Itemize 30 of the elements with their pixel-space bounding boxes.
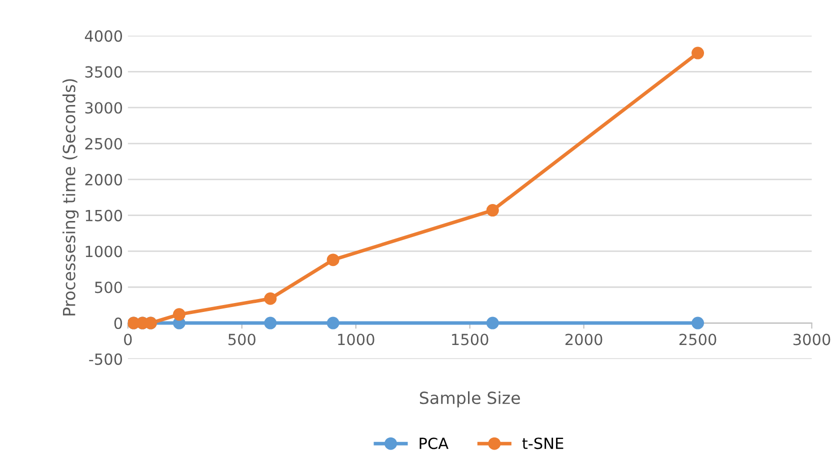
y-tick-label: 500 bbox=[95, 282, 122, 294]
y-tick-label: 1000 bbox=[86, 246, 122, 258]
legend-label: PCA bbox=[420, 438, 448, 450]
y-axis-title: Processesing time (Seconds) bbox=[62, 79, 79, 316]
y-tick-label: -500 bbox=[89, 353, 122, 365]
point bbox=[172, 308, 186, 321]
y-tick-label: 2500 bbox=[85, 138, 122, 150]
point bbox=[486, 204, 499, 217]
y-tick-label: 3000 bbox=[85, 102, 122, 114]
y-tick-label: 2000 bbox=[85, 174, 122, 186]
x-tick-label: 2500 bbox=[679, 334, 716, 346]
x-tick-label: 500 bbox=[228, 334, 256, 346]
x-tick-label: 0 bbox=[124, 334, 132, 346]
point bbox=[692, 46, 704, 60]
y-tick-label: 4000 bbox=[84, 30, 122, 42]
legend-label: t-SNE bbox=[522, 438, 564, 450]
y-tick-label: 3500 bbox=[85, 66, 122, 78]
point bbox=[326, 254, 340, 266]
x-tick-label: 2000 bbox=[565, 334, 602, 346]
x-tick-label: 1500 bbox=[452, 334, 488, 346]
point bbox=[486, 316, 499, 330]
point bbox=[264, 292, 277, 305]
x-axis-title: Sample Size bbox=[420, 391, 520, 408]
x-tick-label: 3000 bbox=[793, 334, 830, 346]
x-tick-label: 1000 bbox=[338, 334, 374, 346]
point bbox=[264, 316, 277, 330]
y-tick-label: 0 bbox=[114, 318, 122, 330]
point bbox=[692, 316, 704, 330]
point bbox=[326, 316, 340, 330]
y-tick-label: 1500 bbox=[86, 210, 122, 222]
